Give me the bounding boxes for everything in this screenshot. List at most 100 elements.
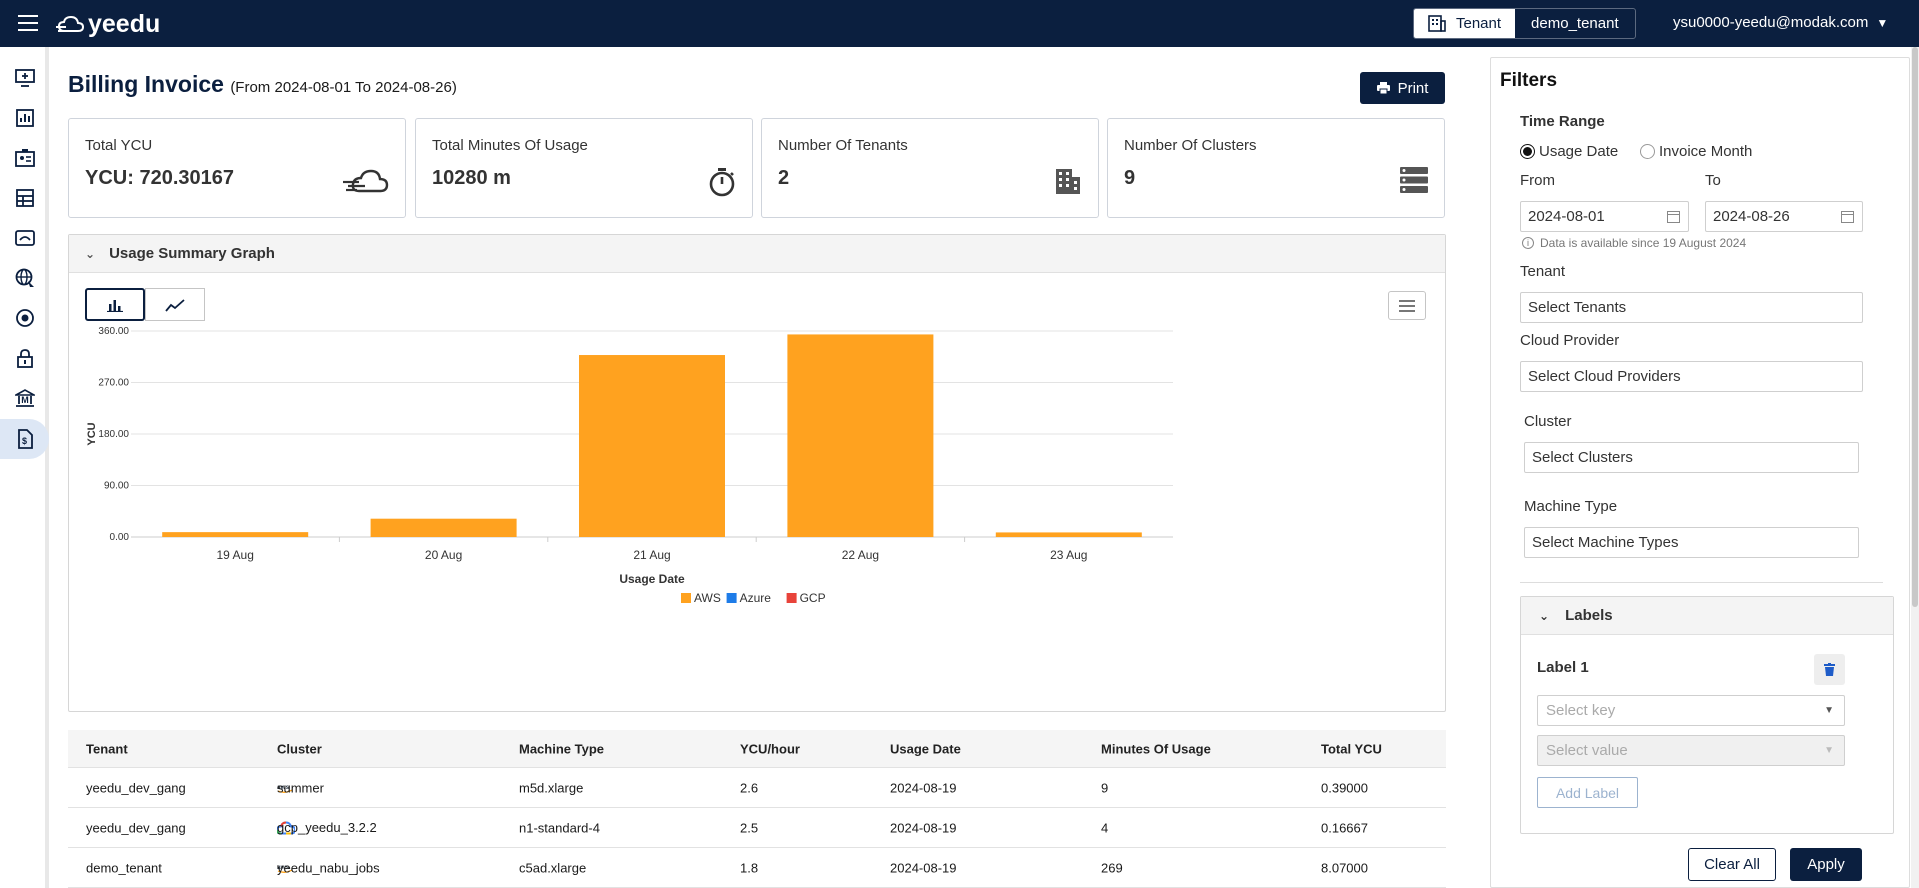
chart-menu-button[interactable] bbox=[1388, 291, 1426, 320]
print-button[interactable]: Print bbox=[1360, 72, 1445, 104]
sidebar: M $ bbox=[0, 47, 49, 888]
user-menu[interactable]: ysu0000-yeedu@modak.com ▼ bbox=[1673, 14, 1888, 31]
tenant-name[interactable]: demo_tenant bbox=[1531, 15, 1619, 32]
filters-panel: Filters Time Range Usage Date Invoice Mo… bbox=[1490, 57, 1910, 888]
cloud-provider-label: Cloud Provider bbox=[1520, 332, 1620, 349]
data-availability-note: i Data is available since 19 August 2024 bbox=[1522, 236, 1746, 250]
tenant-label: Tenant bbox=[1456, 15, 1502, 32]
hamburger-menu-icon[interactable] bbox=[18, 15, 38, 31]
delete-label-button[interactable] bbox=[1814, 654, 1845, 685]
calendar-icon[interactable] bbox=[1667, 210, 1680, 223]
building-icon bbox=[1054, 167, 1082, 200]
svg-text:M: M bbox=[21, 395, 29, 405]
x-tick-label: 22 Aug bbox=[842, 548, 879, 562]
bar-aws bbox=[787, 334, 934, 537]
page-title-text: Billing Invoice bbox=[68, 71, 224, 97]
cluster-select[interactable]: Select Clusters bbox=[1524, 442, 1859, 473]
radio-invoice-month[interactable]: Invoice Month bbox=[1640, 143, 1752, 160]
cell-total-ycu: 0.39000 bbox=[1321, 780, 1368, 795]
invoice-icon: $ bbox=[18, 429, 33, 449]
label-1-title: Label 1 bbox=[1537, 659, 1589, 676]
sidebar-item-billing[interactable]: $ bbox=[14, 428, 36, 450]
card-value: 9 bbox=[1124, 167, 1136, 189]
sidebar-item-security[interactable] bbox=[14, 347, 36, 369]
page-scrollbar[interactable] bbox=[1911, 47, 1919, 888]
svg-text:aws: aws bbox=[277, 784, 290, 791]
sidebar-item-network[interactable] bbox=[14, 267, 36, 289]
sidebar-item-users[interactable] bbox=[14, 147, 36, 169]
line-chart-toggle[interactable] bbox=[145, 288, 205, 321]
target-icon bbox=[16, 309, 34, 327]
legend-label-aws: AWS bbox=[694, 591, 721, 605]
chart-type-toggle bbox=[85, 288, 205, 321]
sidebar-item-admin[interactable]: M bbox=[14, 387, 36, 409]
board-icon bbox=[16, 189, 34, 207]
apply-button[interactable]: Apply bbox=[1790, 848, 1862, 881]
column-header[interactable]: Machine Type bbox=[519, 741, 605, 756]
radio-usage-date-label: Usage Date bbox=[1539, 143, 1619, 160]
sidebar-active-highlight bbox=[0, 419, 49, 459]
clear-all-button[interactable]: Clear All bbox=[1688, 848, 1776, 881]
column-header[interactable]: Usage Date bbox=[890, 741, 961, 756]
cell-usage-date: 2024-08-19 bbox=[890, 860, 957, 875]
from-date-input[interactable]: 2024-08-01 bbox=[1520, 201, 1689, 232]
filters-title: Filters bbox=[1500, 70, 1558, 91]
radio-usage-date[interactable]: Usage Date bbox=[1520, 143, 1618, 160]
printer-icon bbox=[1376, 82, 1390, 94]
x-tick-label: 21 Aug bbox=[633, 548, 670, 562]
sidebar-item-storage[interactable] bbox=[14, 227, 36, 249]
cell-minutes: 9 bbox=[1101, 780, 1109, 795]
calendar-icon[interactable] bbox=[1841, 210, 1854, 223]
sidebar-item-target[interactable] bbox=[14, 307, 36, 329]
x-tick-label: 23 Aug bbox=[1050, 548, 1087, 562]
usage-table: Tenant Cluster Machine Type YCU/hour Usa… bbox=[68, 730, 1446, 888]
cell-machine-type: n1-standard-4 bbox=[519, 820, 600, 835]
aws-icon: aws bbox=[277, 784, 293, 793]
logo-text: yeedu bbox=[88, 10, 161, 38]
sidebar-item-workspace[interactable] bbox=[14, 67, 36, 89]
scrollbar-thumb[interactable] bbox=[1912, 47, 1918, 607]
add-label-button[interactable]: Add Label bbox=[1537, 777, 1638, 808]
column-header[interactable]: Cluster bbox=[277, 741, 322, 756]
tenant-select[interactable]: Select Tenants bbox=[1520, 292, 1863, 323]
legend-label-azure: Azure bbox=[740, 591, 772, 605]
machine-type-select[interactable]: Select Machine Types bbox=[1524, 527, 1859, 558]
cell-tenant: yeedu_dev_gang bbox=[86, 820, 186, 835]
column-header[interactable]: YCU/hour bbox=[740, 741, 800, 756]
table-row[interactable]: yeedu_dev_gang gcp_yeedu_3.2.2 n1-standa… bbox=[68, 808, 1446, 848]
tenant-filter-label: Tenant bbox=[1520, 263, 1566, 280]
table-row[interactable]: demo_tenant aws yeedu_nabu_jobs c5ad.xla… bbox=[68, 848, 1446, 888]
table-row[interactable]: yeedu_dev_gang aws summer m5d.xlarge 2.6… bbox=[68, 768, 1446, 808]
svg-text:aws: aws bbox=[277, 864, 290, 871]
chart-icon bbox=[16, 109, 34, 127]
cloud-provider-select[interactable]: Select Cloud Providers bbox=[1520, 361, 1863, 392]
y-axis-label: YCU bbox=[86, 422, 98, 445]
cell-tenant: yeedu_dev_gang bbox=[86, 780, 186, 795]
label-value-select: Select value ▼ bbox=[1537, 735, 1845, 766]
card-total-minutes: Total Minutes Of Usage 10280 m bbox=[415, 118, 753, 218]
sidebar-item-jobs[interactable] bbox=[14, 187, 36, 209]
app-logo[interactable]: yeedu bbox=[56, 10, 160, 39]
column-header[interactable]: Total YCU bbox=[1321, 741, 1382, 756]
globe-icon bbox=[15, 268, 34, 287]
labels-header[interactable]: ⌄ Labels bbox=[1521, 597, 1893, 635]
to-date-input[interactable]: 2024-08-26 bbox=[1705, 201, 1863, 232]
cell-ycu-hour: 2.5 bbox=[740, 820, 759, 835]
tenant-switcher[interactable]: Tenant demo_tenant bbox=[1413, 8, 1636, 39]
y-tick-label: 0.00 bbox=[110, 532, 130, 543]
label-key-select[interactable]: Select key ▼ bbox=[1537, 695, 1845, 726]
usage-bar-chart: 0.00 90.00 180.00 270.00 360.00 YCU 19 Aug 20 A… bbox=[86, 326, 1173, 605]
bar-chart-toggle[interactable] bbox=[85, 288, 145, 321]
radio-selected-icon bbox=[1520, 144, 1535, 159]
cell-usage-date: 2024-08-19 bbox=[890, 820, 957, 835]
column-header[interactable]: Tenant bbox=[86, 741, 128, 756]
usage-summary-header[interactable]: ⌄ Usage Summary Graph bbox=[69, 235, 1445, 273]
user-email: ysu0000-yeedu@modak.com bbox=[1673, 14, 1869, 31]
y-tick-label: 360.00 bbox=[98, 326, 129, 337]
sidebar-item-dashboard[interactable] bbox=[14, 107, 36, 129]
column-header[interactable]: Minutes Of Usage bbox=[1101, 741, 1211, 756]
y-tick-label: 270.00 bbox=[98, 378, 129, 389]
print-label: Print bbox=[1397, 79, 1429, 97]
card-value: 10280 m bbox=[432, 167, 511, 189]
tenant-mode-button[interactable]: Tenant bbox=[1414, 9, 1516, 38]
